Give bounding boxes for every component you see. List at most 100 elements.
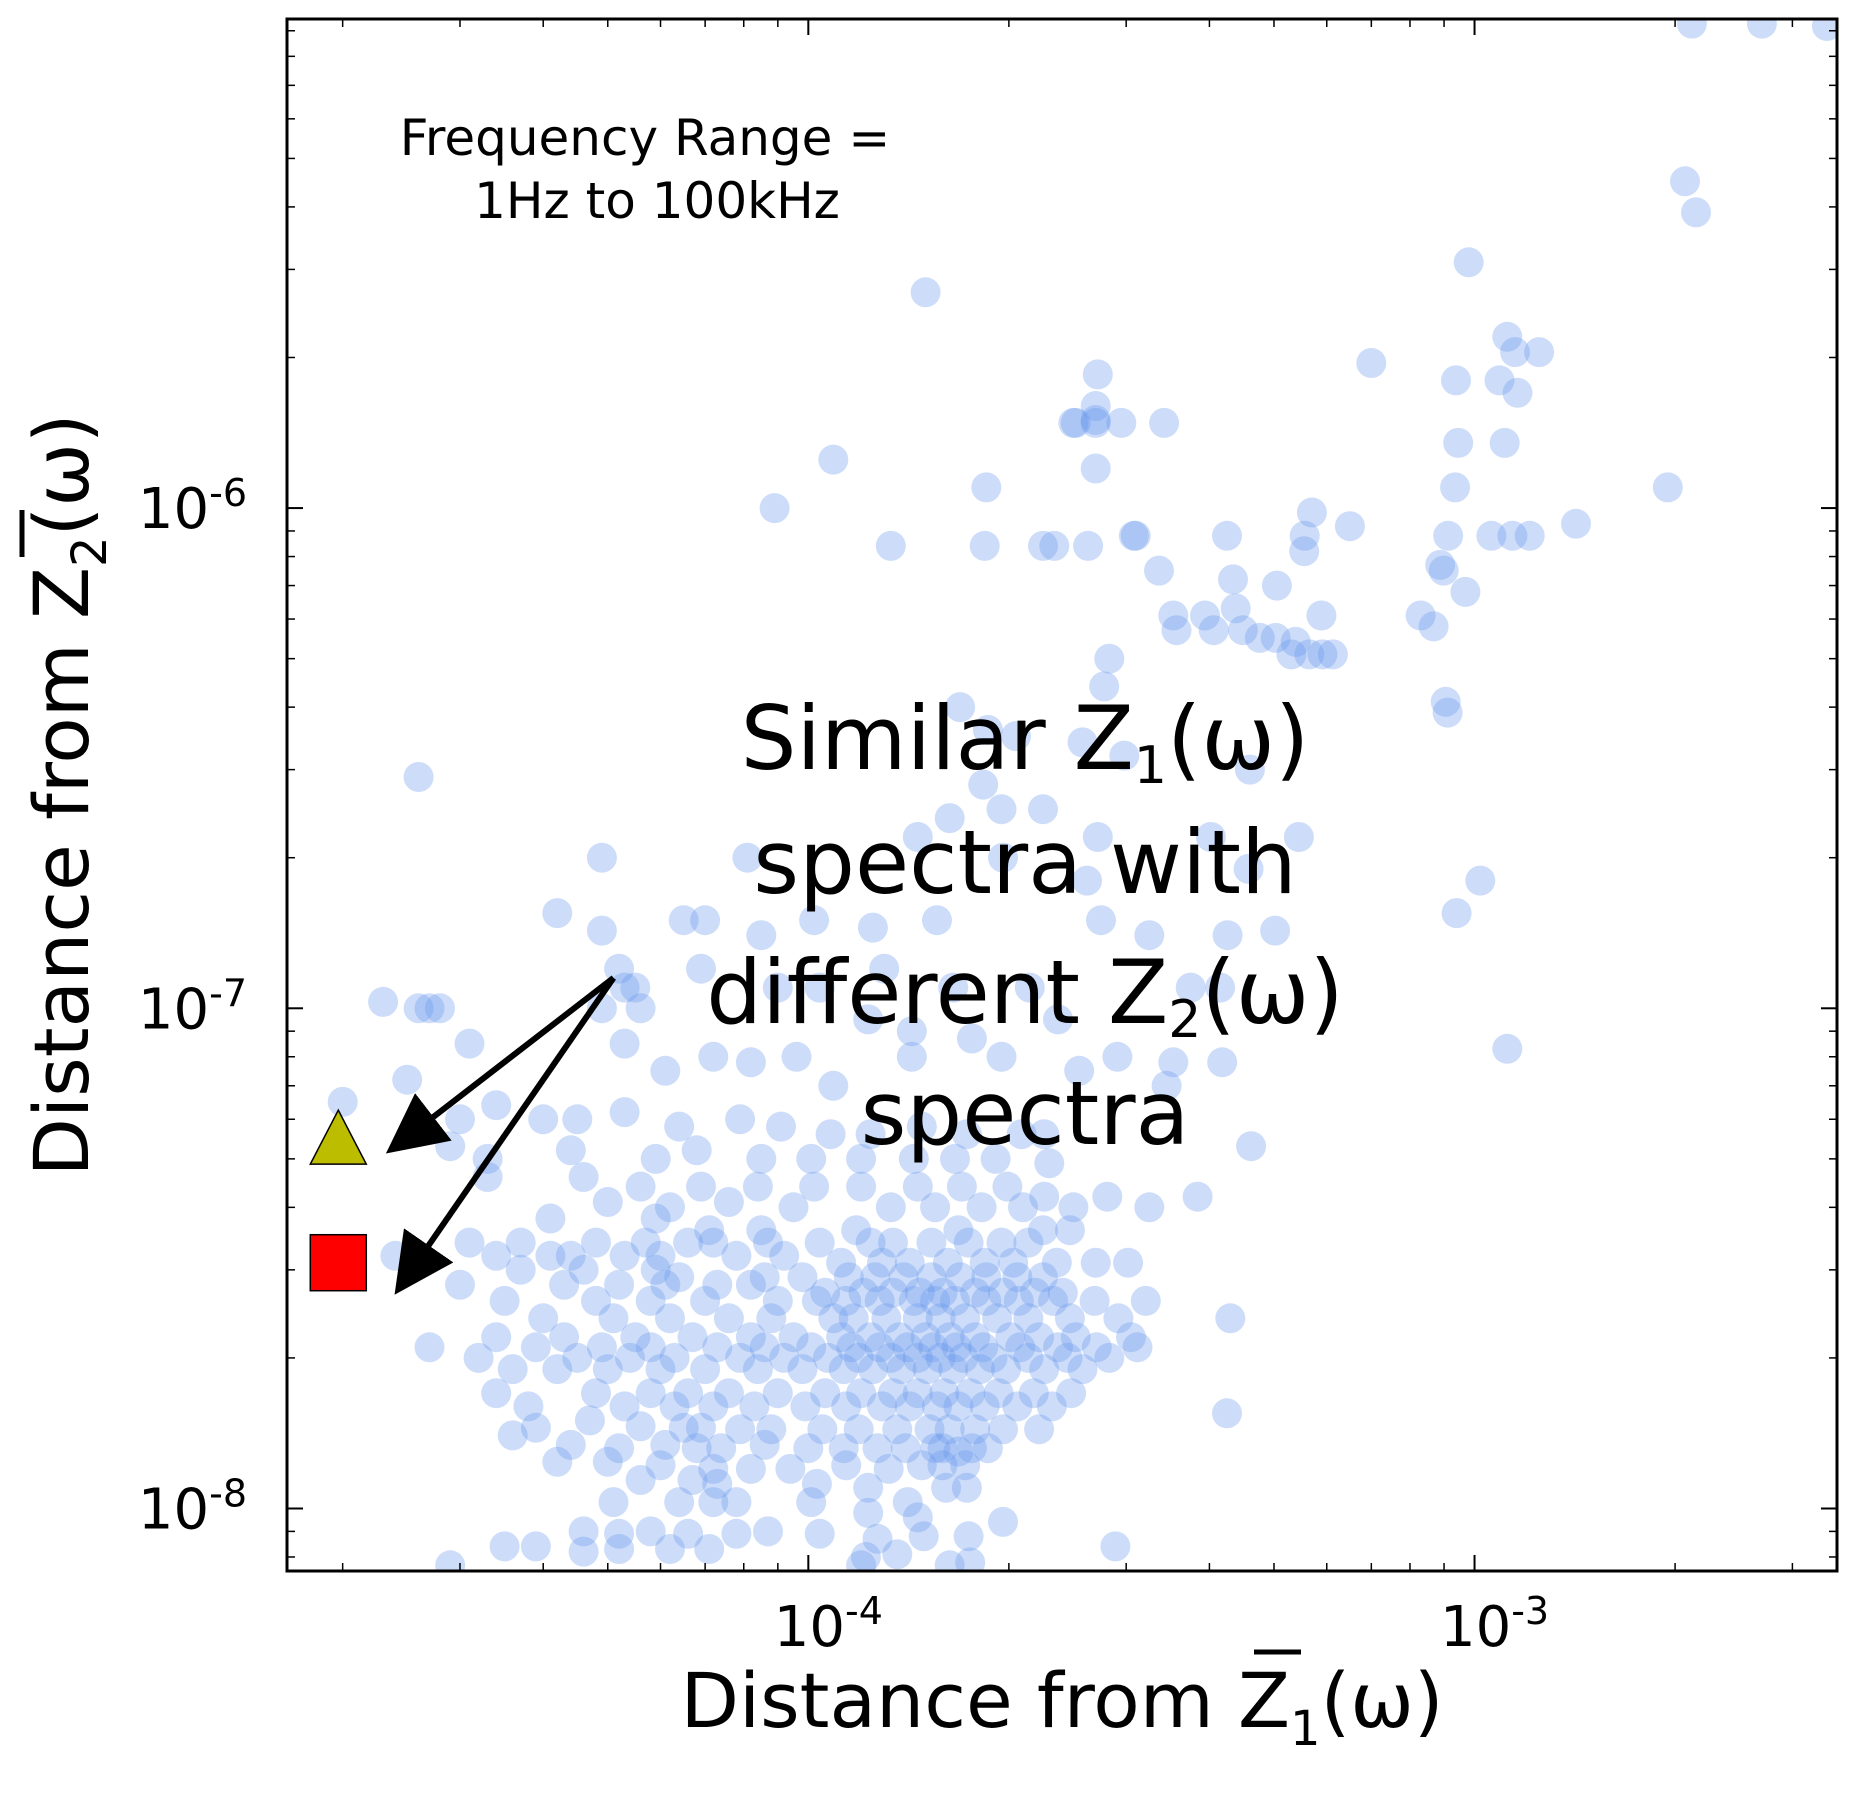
data-point — [749, 1429, 780, 1460]
data-point — [1356, 348, 1387, 378]
data-point — [650, 1055, 681, 1086]
data-point — [906, 1450, 937, 1481]
data-point — [775, 1453, 806, 1484]
data-point — [1681, 197, 1711, 228]
data-point — [645, 1354, 676, 1385]
data-point — [1134, 1192, 1165, 1223]
y-tick-label: 10-8 — [138, 1472, 247, 1543]
data-point — [1670, 166, 1700, 197]
data-point — [971, 1262, 1002, 1293]
data-point — [1028, 530, 1058, 561]
data-point — [746, 920, 777, 951]
data-point — [908, 1521, 939, 1552]
data-point — [992, 1171, 1023, 1202]
data-point — [463, 1342, 494, 1373]
data-point — [604, 1433, 635, 1464]
data-point — [855, 1322, 886, 1353]
data-point — [875, 1192, 906, 1223]
data-point — [833, 1262, 864, 1293]
data-point — [673, 1518, 704, 1549]
data-point — [640, 1143, 671, 1174]
data-point — [659, 1342, 690, 1373]
data-point — [698, 1487, 729, 1518]
data-point — [886, 1354, 917, 1385]
data-point — [1079, 1285, 1110, 1316]
data-point — [759, 493, 790, 524]
data-point — [568, 1162, 599, 1192]
data-point — [445, 1269, 475, 1300]
data-point — [625, 993, 656, 1024]
data-point — [916, 1227, 947, 1258]
data-point — [1244, 622, 1275, 653]
data-point — [950, 1450, 981, 1481]
data-point — [735, 1453, 766, 1484]
data-point — [1205, 972, 1236, 1003]
data-point — [982, 1303, 1013, 1334]
data-point — [1028, 1215, 1058, 1246]
data-point — [742, 1354, 773, 1385]
data-point — [910, 1322, 941, 1353]
data-point — [896, 1016, 927, 1047]
major-ticks: 10-4 10-3 10-8 10-7 10-6 — [138, 19, 1837, 1660]
data-point — [568, 1536, 599, 1567]
data-point — [1261, 570, 1292, 601]
data-point — [635, 1378, 666, 1409]
data-point — [927, 1450, 958, 1481]
data-point — [568, 1516, 599, 1547]
data-point — [1676, 19, 1707, 39]
data-point — [929, 1378, 960, 1409]
data-point — [414, 993, 445, 1024]
data-point — [505, 1227, 536, 1258]
data-point — [1334, 511, 1365, 542]
data-point — [690, 1354, 721, 1385]
data-point — [1212, 520, 1242, 551]
data-point — [1161, 615, 1192, 646]
data-point — [635, 1285, 666, 1316]
data-point — [953, 1227, 984, 1258]
data-point — [946, 1171, 977, 1202]
data-point — [965, 1354, 995, 1385]
data-point — [664, 1111, 695, 1142]
data-point — [971, 472, 1002, 503]
data-point — [609, 972, 640, 1003]
data-point — [635, 1516, 666, 1547]
data-point — [977, 1342, 1008, 1373]
data-point — [1484, 365, 1515, 396]
data-point — [1039, 530, 1070, 561]
data-point — [735, 1269, 766, 1300]
data-point — [1130, 1285, 1161, 1316]
data-point — [1489, 427, 1520, 458]
data-point — [778, 1322, 809, 1353]
data-point — [826, 1322, 857, 1353]
data-point — [698, 1453, 729, 1484]
data-point — [673, 1227, 704, 1258]
data-point — [1465, 865, 1496, 896]
data-point — [753, 1516, 783, 1547]
data-point — [945, 1262, 976, 1293]
data-point — [1106, 407, 1137, 438]
data-point — [1476, 520, 1507, 551]
data-point — [762, 1378, 793, 1409]
data-point — [713, 1303, 744, 1334]
data-point — [1317, 639, 1348, 670]
data-point — [1215, 1303, 1246, 1334]
data-point — [380, 1240, 411, 1271]
data-point — [916, 1262, 947, 1293]
data-point — [640, 1203, 671, 1234]
data-point — [1092, 1181, 1123, 1212]
data-point — [542, 898, 573, 929]
data-point — [581, 1378, 611, 1409]
data-point — [650, 1429, 681, 1460]
data-point — [943, 1215, 974, 1246]
data-point — [520, 1531, 551, 1562]
data-point — [878, 1378, 908, 1409]
minor-ticks — [287, 19, 1837, 1571]
data-point — [732, 842, 763, 873]
data-point — [920, 1192, 951, 1223]
data-point — [686, 1412, 716, 1443]
data-point — [1082, 822, 1113, 852]
data-point — [787, 1262, 818, 1293]
data-point — [625, 1171, 656, 1202]
data-point — [781, 1041, 812, 1072]
data-point — [882, 1539, 913, 1570]
